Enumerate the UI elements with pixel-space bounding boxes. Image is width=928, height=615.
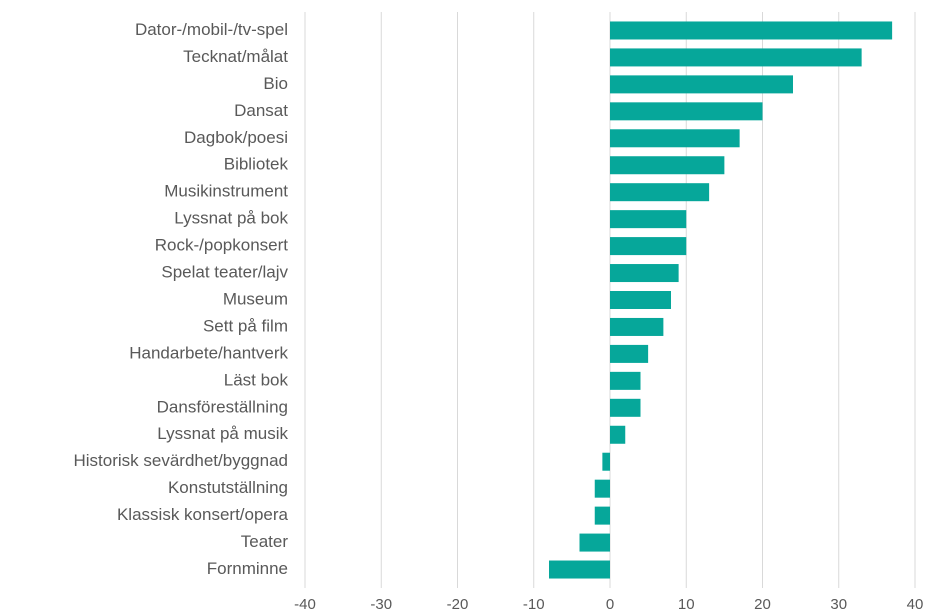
bar [594, 479, 610, 498]
bar [610, 425, 626, 444]
x-tick-label: -40 [294, 596, 316, 613]
bar [610, 237, 687, 256]
bar [610, 371, 641, 390]
y-tick-label: Bibliotek [224, 155, 289, 174]
y-tick-label: Dansat [234, 101, 288, 120]
y-tick-label: Musikinstrument [164, 182, 288, 201]
bar [610, 291, 671, 309]
y-tick-label: Konstutställning [168, 478, 288, 497]
bar [610, 210, 687, 229]
y-tick-label: Spelat teater/lajv [161, 263, 288, 282]
bar [610, 344, 649, 363]
y-tick-label: Teater [241, 532, 289, 551]
y-tick-label: Lyssnat på bok [174, 209, 288, 228]
bar [610, 398, 641, 417]
bar [549, 560, 610, 579]
bar [610, 317, 664, 336]
y-tick-label: Sett på film [203, 316, 288, 335]
y-tick-label: Klassisk konsert/opera [117, 505, 289, 524]
y-tick-label: Dator-/mobil-/tv-spel [135, 20, 288, 39]
bar [610, 48, 862, 67]
y-tick-label: Museum [223, 289, 288, 308]
x-tick-label: 20 [754, 596, 771, 613]
x-tick-label: 40 [907, 596, 924, 613]
y-tick-label: Fornminne [207, 559, 288, 578]
x-tick-label: -20 [447, 596, 469, 613]
bar [579, 533, 610, 552]
y-tick-label: Dansföreställning [157, 397, 288, 416]
y-tick-label: Handarbete/hantverk [129, 343, 288, 362]
y-tick-label: Historisk sevärdhet/byggnad [73, 451, 288, 470]
y-tick-label: Läst bok [224, 370, 289, 389]
bar [610, 156, 725, 175]
bar [610, 102, 763, 121]
x-tick-label: 30 [830, 596, 847, 613]
x-tick-label: -10 [523, 596, 545, 613]
bar [594, 506, 610, 525]
bar [610, 129, 740, 148]
bar [610, 264, 679, 283]
bar [610, 75, 793, 94]
bar [602, 452, 610, 471]
y-tick-label: Lyssnat på musik [157, 424, 288, 443]
bar [610, 21, 893, 40]
y-tick-label: Tecknat/målat [183, 47, 288, 66]
bar [610, 183, 710, 202]
x-tick-label: -30 [370, 596, 392, 613]
y-tick-label: Dagbok/poesi [184, 128, 288, 147]
x-tick-label: 0 [606, 596, 614, 613]
y-tick-label: Bio [263, 74, 288, 93]
x-tick-label: 10 [678, 596, 695, 613]
y-tick-label: Rock-/popkonsert [155, 236, 289, 255]
